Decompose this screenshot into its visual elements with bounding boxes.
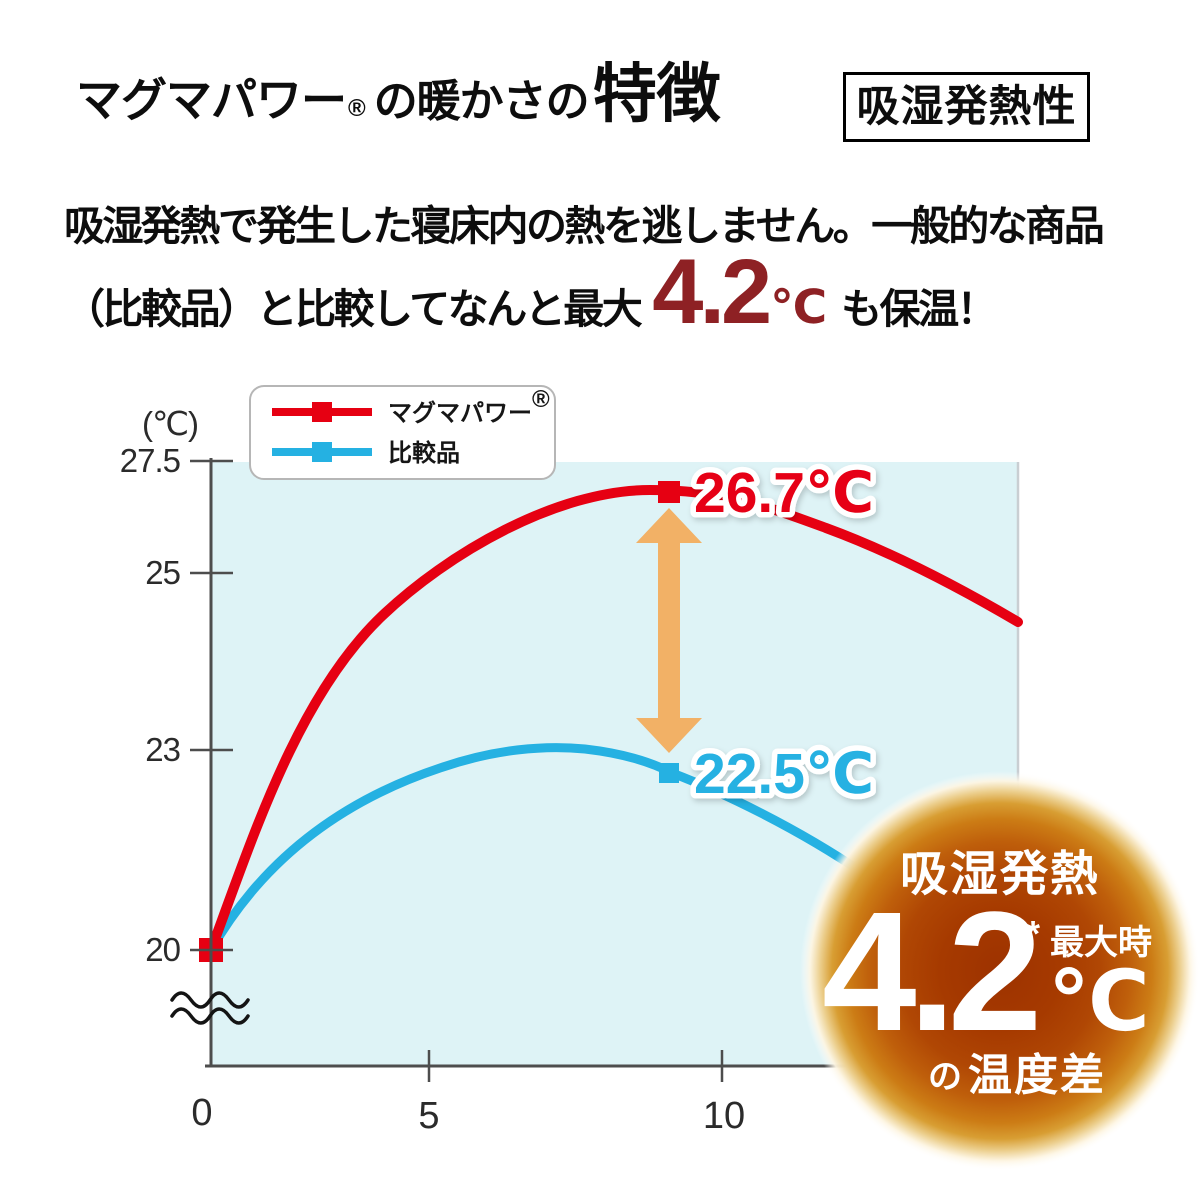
x-ticklabel-0: 0 (191, 1092, 212, 1134)
highlight-value: 4.2 (652, 241, 772, 343)
title-emphasis: 特徴 (592, 58, 721, 130)
heat-badge-title: 吸湿発熱 (900, 848, 1100, 901)
description-line2-suffix: も保温！ (841, 286, 998, 332)
legend-comparison-label: 比較品 (388, 439, 460, 467)
x-ticklabel-5: 5 (418, 1095, 439, 1137)
y-ticklabel-27-5: 27.5 (120, 442, 180, 479)
description-line2-prefix: （比較品）と比較してなんと最大 (64, 286, 643, 332)
legend-magma-marker (312, 402, 332, 422)
title-rest: の暖かさの (373, 77, 590, 126)
title-brand: マグマパワー (76, 74, 347, 126)
heat-badge-value: 4.2 (822, 877, 1036, 1067)
registered-mark-icon: ® (348, 95, 366, 122)
y-ticklabel-25: 25 (145, 554, 180, 591)
heat-badge-circle (800, 771, 1200, 1171)
magma-peak-marker (658, 481, 680, 503)
heat-badge-caption-prefix: の (928, 1058, 962, 1096)
axis-break-icon (170, 991, 250, 1025)
heat-badge-unit: ℃ (1048, 954, 1150, 1048)
y-ticklabel-20: 20 (145, 931, 180, 968)
heat-difference-badge: 吸湿発熱 4.2 ℃ * 最大時 の 温度差 (800, 771, 1200, 1171)
y-axis-unit-label: (℃) (142, 405, 198, 442)
heat-badge-note-star: * (1026, 913, 1040, 954)
legend-comparison-marker (312, 442, 332, 462)
y-ticklabel-23: 23 (145, 731, 180, 768)
x-ticklabel-10: 10 (703, 1095, 745, 1137)
difference-arrow-icon (636, 508, 702, 753)
legend-magma-label: マグマパワー (388, 400, 532, 427)
heat-badge-note: 最大時 (1050, 924, 1152, 962)
highlight-unit: ℃ (770, 280, 828, 333)
comparison-peak-label: 22.5℃ (694, 742, 874, 806)
magma-peak-label: 26.7℃ (694, 461, 874, 525)
heat-badge-caption: 温度差 (968, 1051, 1106, 1100)
description-line1: 吸湿発熱で発生した寝床内の熱を逃しません。一般的な商品 (64, 203, 1105, 249)
legend-magma-reg-mark: ® (532, 386, 550, 413)
comparison-series-line (206, 743, 868, 955)
page-title: マグマパワー ® の暖かさの 特徴 (76, 62, 721, 126)
description-line2: （比較品）と比較してなんと最大 4.2 ℃ も保温！ (64, 241, 998, 343)
chart-legend: マグマパワー ® 比較品 (249, 385, 556, 480)
temperature-chart: 26.7℃ 22.5℃ (℃) 27.5 25 23 20 0 5 10 (120, 385, 1200, 1171)
magma-series-line (206, 484, 1023, 955)
feature-badge: 吸湿発熱性 (843, 72, 1090, 142)
comparison-peak-marker (659, 763, 679, 783)
